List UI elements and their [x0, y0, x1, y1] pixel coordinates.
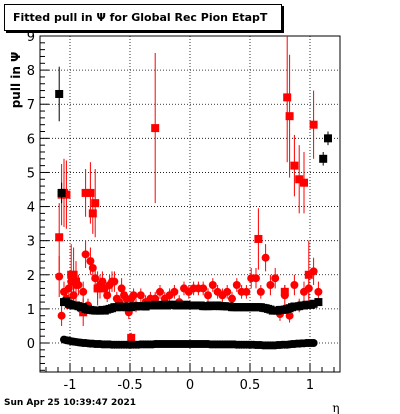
- y-axis-label: pull in Ψ: [9, 52, 23, 109]
- data-point: [79, 287, 88, 296]
- data-point: [170, 287, 179, 296]
- data-point: [266, 281, 275, 290]
- data-point: [285, 112, 294, 121]
- data-point: [319, 154, 328, 163]
- data-point: [91, 199, 100, 208]
- data-point: [57, 188, 66, 197]
- chart-title-box: Fitted pull in Ψ for Global Rec Pion Eta…: [4, 4, 282, 31]
- data-point: [55, 89, 64, 98]
- y-tick-label: 9: [27, 30, 35, 45]
- data-point: [254, 234, 263, 243]
- y-tick-label: 2: [27, 269, 35, 284]
- data-point: [208, 281, 217, 290]
- data-point: [283, 93, 292, 102]
- data-point: [242, 287, 251, 296]
- x-tick-label: -1: [64, 378, 77, 393]
- data-point: [62, 190, 71, 199]
- data-point: [300, 178, 308, 187]
- data-point: [314, 287, 323, 296]
- data-point: [151, 124, 160, 133]
- data-point: [309, 120, 318, 129]
- data-point: [280, 291, 289, 300]
- data-point: [156, 287, 164, 296]
- data-point: [290, 281, 299, 290]
- data-point: [81, 188, 90, 197]
- data-point: [81, 250, 90, 259]
- data-point: [304, 270, 313, 279]
- data-point: [110, 277, 119, 286]
- data-point: [309, 299, 318, 308]
- data-point: [228, 294, 236, 303]
- y-tick-label: 4: [27, 201, 35, 216]
- data-point: [295, 175, 304, 184]
- data-point: [151, 294, 160, 303]
- data-point: [252, 274, 260, 283]
- data-point: [136, 291, 145, 300]
- data-point: [88, 209, 97, 218]
- data-point: [55, 233, 64, 242]
- data-point: [57, 311, 66, 320]
- data-point: [204, 291, 212, 300]
- x-tick-label: -0.5: [117, 378, 142, 393]
- data-point: [74, 281, 83, 290]
- chart-title: Fitted pull in Ψ for Global Rec Pion Eta…: [13, 11, 268, 24]
- data-point: [324, 134, 332, 143]
- x-axis-label: η: [332, 401, 339, 414]
- y-tick-label: 3: [27, 235, 35, 250]
- y-tick-label: 0: [27, 337, 35, 352]
- data-point: [127, 333, 136, 342]
- y-tick-label: 1: [27, 303, 35, 318]
- data-point: [309, 339, 318, 348]
- data-point: [223, 287, 232, 296]
- data-point: [55, 272, 64, 281]
- x-tick-label: 1: [306, 378, 314, 393]
- data-point: [309, 267, 318, 276]
- data-point: [199, 284, 208, 293]
- y-tick-label: 6: [27, 132, 35, 147]
- data-point: [69, 270, 78, 279]
- data-point: [129, 291, 138, 300]
- data-point: [232, 281, 241, 290]
- data-point: [314, 298, 323, 307]
- data-point: [271, 274, 280, 283]
- x-tick-label: 0.5: [240, 378, 261, 393]
- data-point: [86, 188, 95, 197]
- data-point: [290, 161, 299, 170]
- x-tick-label: 0: [186, 378, 194, 393]
- y-tick-label: 8: [27, 64, 35, 79]
- data-point: [261, 253, 270, 262]
- y-tick-label: 5: [27, 166, 35, 181]
- data-point: [285, 311, 294, 320]
- timestamp-label: Sun Apr 25 10:39:47 2021: [4, 398, 137, 408]
- y-tick-label: 7: [27, 98, 35, 113]
- data-point: [304, 284, 313, 293]
- data-point: [256, 287, 265, 296]
